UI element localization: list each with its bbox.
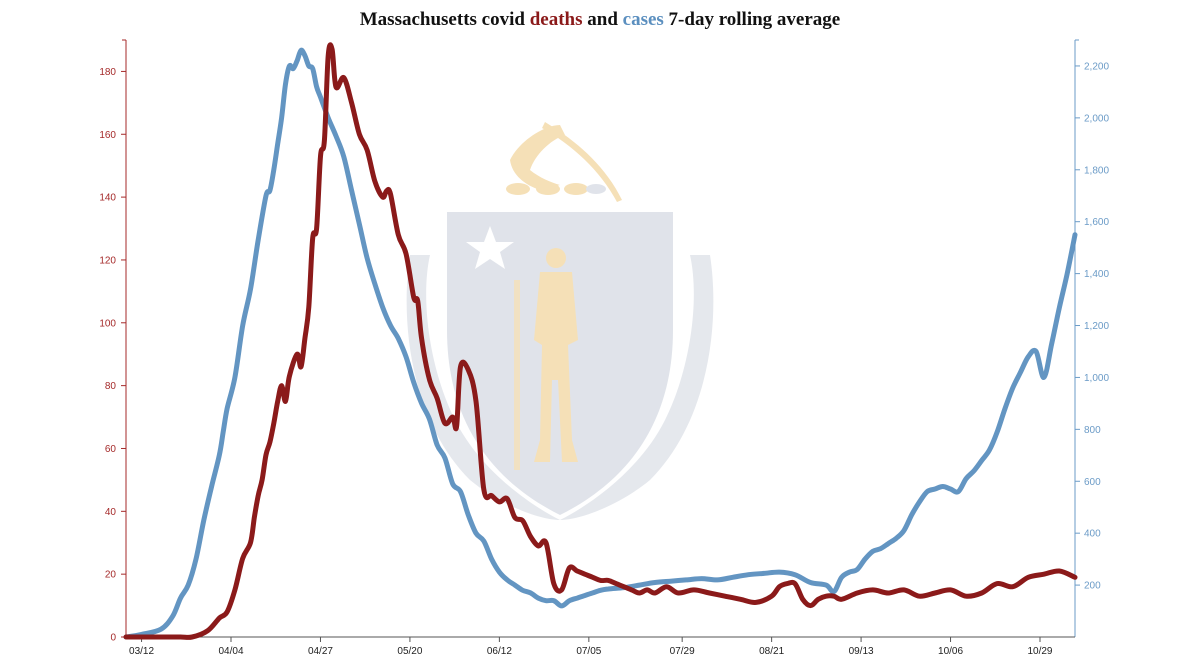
x-tick-label: 08/21 xyxy=(759,646,784,657)
title-suffix: 7-day rolling average xyxy=(664,9,840,30)
left-tick-label: 40 xyxy=(105,507,117,518)
title-middle: and xyxy=(583,9,623,30)
right-tick-label: 400 xyxy=(1084,529,1101,540)
x-tick-label: 07/29 xyxy=(670,646,695,657)
left-tick-label: 60 xyxy=(105,444,117,455)
seal-crest xyxy=(506,122,622,202)
series-layer xyxy=(123,42,1078,640)
right-tick-label: 1,000 xyxy=(1084,373,1109,384)
left-tick-label: 180 xyxy=(99,67,116,78)
seal-star xyxy=(466,226,514,269)
right-tick-label: 1,200 xyxy=(1084,321,1109,332)
cases-series-line xyxy=(123,47,1078,640)
right-tick-label: 600 xyxy=(1084,477,1101,488)
left-tick-label: 140 xyxy=(99,193,116,204)
x-tick-label: 07/05 xyxy=(576,646,601,657)
left-tick-label: 20 xyxy=(105,570,117,581)
seal-figure xyxy=(514,248,578,470)
right-tick-label: 2,200 xyxy=(1084,61,1109,72)
x-tick-label: 10/29 xyxy=(1027,646,1052,657)
deaths-series-line xyxy=(123,42,1078,640)
right-axis-ticks: 200 400 600 800 1,000 1,200 1,400 1,600 1,800 2,0… xyxy=(1075,61,1109,592)
right-tick-label: 2,000 xyxy=(1084,113,1109,124)
x-axis-ticks: 03/12 04/04 04/27 05/20 06/12 07/05 07/29 08/21… xyxy=(129,637,1053,657)
axes xyxy=(122,39,1079,638)
seal-ribbon-right xyxy=(560,255,714,520)
left-tick-label: 100 xyxy=(99,318,116,329)
chart-title: Massachusetts covid deaths and cases 7-d… xyxy=(360,9,840,30)
left-tick-label: 0 xyxy=(110,633,116,644)
x-tick-label: 09/13 xyxy=(849,646,874,657)
right-tick-label: 1,800 xyxy=(1084,165,1109,176)
left-tick-label: 160 xyxy=(99,130,116,141)
right-tick-label: 800 xyxy=(1084,425,1101,436)
right-tick-label: 1,400 xyxy=(1084,269,1109,280)
left-tick-label: 120 xyxy=(99,255,116,266)
x-tick-label: 03/12 xyxy=(129,646,154,657)
left-axis-ticks: 0 20 40 60 80 100 120 140 160 180 xyxy=(99,67,126,644)
title-prefix: Massachusetts covid xyxy=(360,9,530,30)
right-tick-label: 200 xyxy=(1084,581,1101,592)
state-seal-watermark xyxy=(406,122,714,520)
x-tick-label: 04/04 xyxy=(218,646,243,657)
x-tick-label: 06/12 xyxy=(487,646,512,657)
title-deaths-word: deaths xyxy=(530,9,583,30)
x-tick-label: 05/20 xyxy=(397,646,422,657)
title-cases-word: cases xyxy=(623,9,664,30)
right-tick-label: 1,600 xyxy=(1084,217,1109,228)
left-tick-label: 80 xyxy=(105,381,117,392)
x-tick-label: 10/06 xyxy=(938,646,963,657)
x-tick-label: 04/27 xyxy=(308,646,333,657)
